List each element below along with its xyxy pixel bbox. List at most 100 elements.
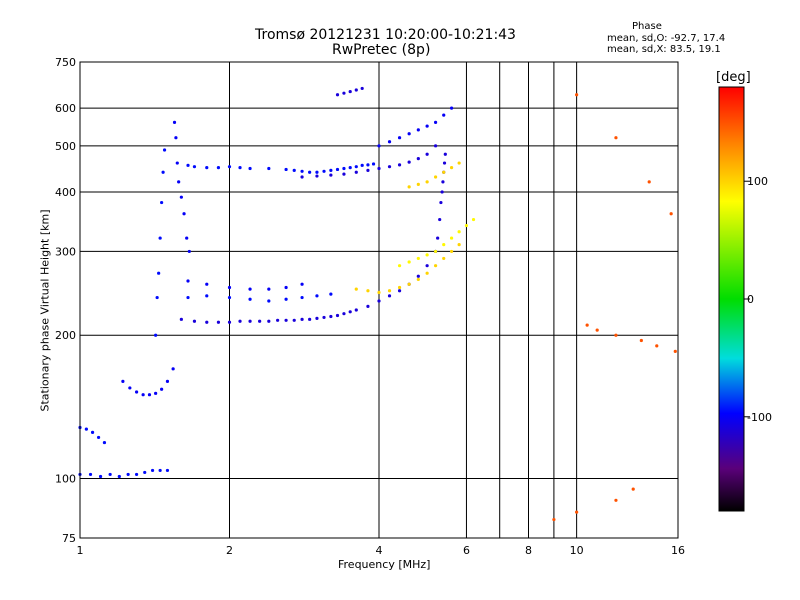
- data-point: [433, 120, 438, 124]
- data-point: [227, 295, 232, 300]
- data-point: [192, 319, 197, 323]
- data-point: [186, 163, 190, 167]
- data-point: [96, 435, 101, 440]
- data-point: [387, 165, 392, 169]
- data-point: [205, 282, 209, 286]
- data-point: [329, 314, 333, 319]
- data-point: [227, 320, 232, 324]
- colorbar-unit-label: [deg]: [716, 70, 751, 85]
- data-point: [248, 319, 252, 323]
- data-point: [238, 319, 242, 323]
- plot-frame: [79, 61, 679, 539]
- data-point: [192, 165, 197, 169]
- data-point: [407, 132, 411, 136]
- data-point: [441, 180, 445, 184]
- data-point: [631, 487, 635, 491]
- data-point: [238, 166, 242, 170]
- data-point: [102, 440, 107, 445]
- data-point: [182, 212, 186, 216]
- data-point: [433, 175, 438, 179]
- data-point: [354, 308, 358, 312]
- data-point: [187, 249, 191, 254]
- data-point: [397, 264, 402, 268]
- data-point: [407, 185, 411, 189]
- data-point: [371, 162, 376, 166]
- colorbar-tick-label: 0: [747, 293, 754, 306]
- data-point: [335, 167, 340, 172]
- data-point: [216, 166, 221, 170]
- data-point: [471, 217, 476, 222]
- data-point: [335, 93, 340, 97]
- data-point: [416, 128, 420, 132]
- data-point: [397, 285, 402, 290]
- data-point: [258, 319, 262, 323]
- data-point: [449, 166, 454, 170]
- data-point: [416, 274, 420, 278]
- x-tick-label: 10: [570, 544, 584, 557]
- data-point: [416, 256, 420, 261]
- data-point: [292, 318, 296, 322]
- data-point: [377, 299, 381, 303]
- y-tick-label: 500: [55, 140, 76, 153]
- data-point: [292, 168, 296, 172]
- data-point: [141, 393, 145, 397]
- data-point: [416, 182, 420, 186]
- data-point: [425, 124, 429, 128]
- data-point: [205, 294, 209, 298]
- data-point: [186, 295, 190, 300]
- data-point: [614, 136, 618, 140]
- data-point: [360, 86, 364, 91]
- data-point: [433, 144, 438, 148]
- data-point: [267, 287, 271, 291]
- data-point: [162, 148, 167, 152]
- data-point: [329, 168, 333, 172]
- data-point: [84, 427, 88, 431]
- data-point: [464, 223, 469, 228]
- data-point: [154, 333, 158, 337]
- data-point: [366, 163, 370, 167]
- data-point: [348, 310, 352, 314]
- data-point: [449, 236, 454, 240]
- data-point: [160, 200, 164, 205]
- data-point: [575, 93, 579, 97]
- data-point: [397, 289, 402, 293]
- data-point: [227, 165, 232, 169]
- data-point: [300, 175, 304, 179]
- data-point: [360, 163, 364, 167]
- data-point: [267, 319, 271, 323]
- data-point: [121, 379, 125, 383]
- y-tick-label: 100: [55, 473, 76, 486]
- data-point: [433, 264, 438, 268]
- data-point: [416, 277, 420, 282]
- data-point: [449, 249, 454, 254]
- data-point: [354, 287, 358, 291]
- data-point: [175, 161, 179, 165]
- data-point: [387, 294, 392, 298]
- data-point: [655, 344, 659, 348]
- x-tick-label: 16: [671, 544, 685, 557]
- data-point: [354, 170, 358, 174]
- data-point: [165, 379, 170, 383]
- data-point: [128, 386, 132, 390]
- data-point: [267, 299, 271, 303]
- data-point: [442, 161, 447, 165]
- data-point: [315, 170, 319, 174]
- data-point: [342, 312, 346, 316]
- phase-stats-x: mean, sd,X: 83.5, 19.1: [607, 44, 721, 55]
- data-point: [377, 166, 381, 171]
- data-point: [457, 230, 461, 234]
- data-point: [425, 180, 429, 184]
- data-point: [407, 160, 411, 164]
- data-point: [439, 200, 443, 205]
- x-tick-label: 8: [525, 544, 532, 557]
- data-point: [177, 180, 181, 184]
- colorbar: [718, 86, 745, 512]
- data-point: [329, 292, 333, 296]
- data-point: [117, 474, 121, 479]
- data-point: [165, 468, 170, 473]
- data-point: [442, 170, 446, 174]
- y-tick-label: 200: [55, 329, 76, 342]
- data-point: [449, 106, 454, 110]
- data-point: [416, 157, 420, 161]
- data-point: [158, 468, 162, 473]
